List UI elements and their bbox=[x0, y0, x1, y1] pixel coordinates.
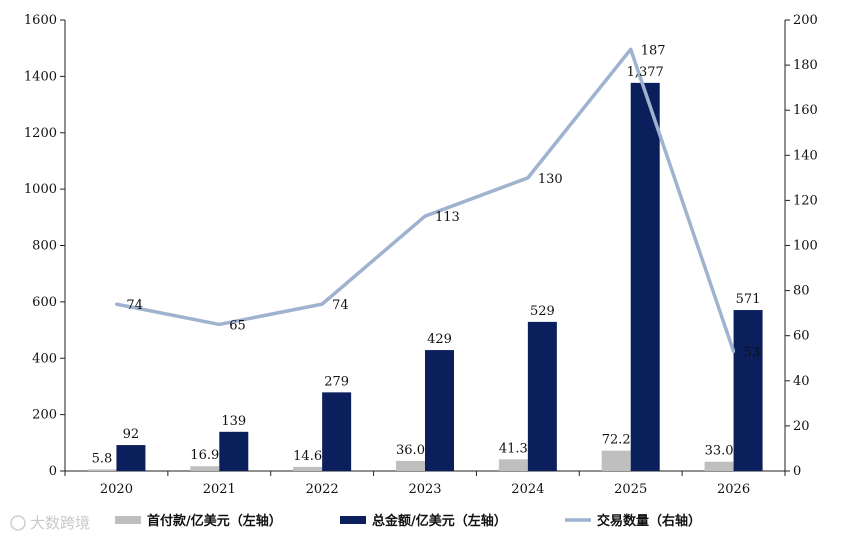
bar-total bbox=[630, 82, 660, 471]
bar-total bbox=[733, 310, 763, 471]
data-label-deal-count: 113 bbox=[435, 210, 460, 225]
data-label-total: 571 bbox=[736, 292, 761, 307]
bar-upfront bbox=[396, 460, 425, 471]
deal-count-point bbox=[114, 302, 118, 306]
data-label-upfront: 36.0 bbox=[396, 443, 425, 458]
legend-total-swatch bbox=[340, 516, 366, 524]
data-label-total: 529 bbox=[530, 304, 555, 319]
deal-count-point bbox=[732, 349, 736, 353]
right-tick-label: 160 bbox=[793, 103, 818, 118]
right-tick-label: 20 bbox=[793, 419, 810, 434]
deal-count-point bbox=[320, 302, 324, 306]
right-tick-label: 40 bbox=[793, 374, 810, 389]
bar-upfront bbox=[704, 461, 734, 471]
legend-total-label: 总金额/亿美元（左轴） bbox=[372, 513, 507, 529]
legend-deal-count: 交易数量（右轴） bbox=[565, 513, 701, 529]
x-tick-label: 2021 bbox=[203, 482, 236, 497]
data-label-total: 429 bbox=[427, 332, 452, 347]
deal-count-point bbox=[423, 214, 427, 218]
x-tick-label: 2025 bbox=[614, 482, 647, 497]
legend-upfront-label: 首付款/亿美元（左轴） bbox=[147, 513, 282, 529]
legend-total: 总金额/亿美元（左轴） bbox=[340, 513, 507, 529]
right-tick-label: 60 bbox=[793, 329, 810, 344]
x-tick-label: 2024 bbox=[511, 482, 544, 497]
data-label-total: 279 bbox=[324, 374, 349, 389]
left-tick-label: 1200 bbox=[24, 126, 57, 141]
bar-upfront bbox=[498, 459, 528, 471]
left-tick-label: 400 bbox=[32, 351, 57, 366]
bar-total bbox=[219, 431, 249, 471]
bar-upfront bbox=[601, 450, 631, 471]
watermark-text: 大数跨境 bbox=[30, 514, 90, 532]
legend-upfront-swatch bbox=[115, 516, 141, 524]
x-tick-label: 2023 bbox=[408, 482, 441, 497]
data-label-deal-count: 130 bbox=[538, 172, 563, 187]
left-tick-label: 1400 bbox=[24, 69, 57, 84]
data-label-deal-count: 65 bbox=[229, 318, 246, 333]
data-label-total: 139 bbox=[221, 414, 246, 429]
watermark-logo-icon bbox=[10, 515, 26, 531]
data-label-deal-count: 74 bbox=[126, 298, 143, 313]
right-tick-label: 0 bbox=[793, 464, 801, 479]
left-tick-label: 1600 bbox=[24, 13, 57, 28]
x-tick-label: 2020 bbox=[100, 482, 133, 497]
deal-count-point bbox=[629, 47, 633, 51]
watermark: 大数跨境 bbox=[10, 514, 90, 532]
bar-total bbox=[527, 321, 557, 471]
bar-total bbox=[116, 445, 146, 471]
data-label-upfront: 41.3 bbox=[499, 441, 528, 456]
line-series bbox=[114, 47, 736, 353]
data-label-deal-count: 187 bbox=[641, 43, 666, 58]
right-tick-label: 80 bbox=[793, 284, 810, 299]
legend: 首付款/亿美元（左轴） 总金额/亿美元（左轴） 交易数量（右轴） bbox=[115, 513, 701, 529]
axes: 0 200 400 600 800 1000 1200 1400 1600 0 20 40 60 80 10… bbox=[24, 13, 818, 497]
right-tick-label: 140 bbox=[793, 148, 818, 163]
x-tick-label: 2026 bbox=[717, 482, 750, 497]
left-tick-label: 800 bbox=[32, 239, 57, 254]
data-label-total: 92 bbox=[123, 427, 140, 442]
data-label-total: 1,377 bbox=[627, 65, 664, 80]
bar-upfront bbox=[87, 469, 117, 471]
data-label-upfront: 33.0 bbox=[705, 444, 734, 459]
x-tick-label: 2022 bbox=[306, 482, 339, 497]
data-label-upfront: 5.8 bbox=[92, 451, 113, 466]
right-tick-label: 200 bbox=[793, 13, 818, 28]
bar-upfront bbox=[293, 466, 323, 471]
left-tick-label: 0 bbox=[49, 464, 57, 479]
data-label-upfront: 16.9 bbox=[190, 448, 219, 463]
bar-total bbox=[425, 350, 454, 471]
deal-count-point bbox=[526, 176, 530, 180]
legend-deal-count-label: 交易数量（右轴） bbox=[597, 513, 701, 529]
left-tick-label: 600 bbox=[32, 295, 57, 310]
right-tick-label: 120 bbox=[793, 193, 818, 208]
data-label-upfront: 72.2 bbox=[602, 433, 631, 448]
bar-upfront bbox=[190, 466, 220, 471]
deal-count-point bbox=[217, 322, 221, 326]
data-label-upfront: 14.6 bbox=[293, 449, 322, 464]
bars bbox=[87, 82, 763, 471]
left-tick-label: 1000 bbox=[24, 182, 57, 197]
data-labels: 5.8 16.9 14.6 36.0 41.3 72.2 33.0 92 139 279 429 52… bbox=[92, 43, 761, 466]
legend-upfront: 首付款/亿美元（左轴） bbox=[115, 513, 282, 529]
left-tick-label: 200 bbox=[32, 408, 57, 423]
right-tick-label: 100 bbox=[793, 239, 818, 254]
right-tick-label: 180 bbox=[793, 58, 818, 73]
data-label-deal-count: 74 bbox=[332, 298, 349, 313]
bar-total bbox=[322, 392, 352, 471]
data-label-deal-count: 53 bbox=[744, 345, 761, 360]
